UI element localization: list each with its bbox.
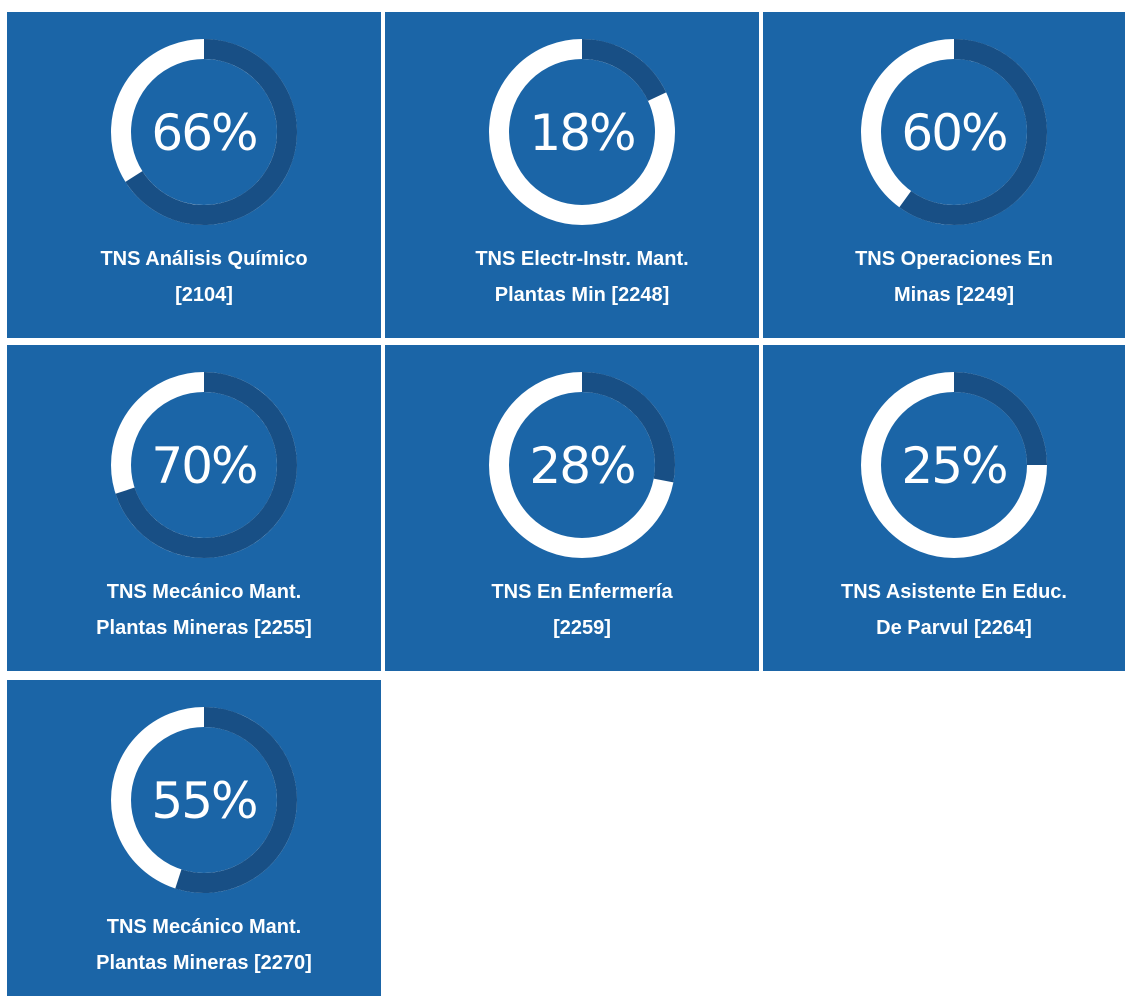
tile-label: Plantas Min [2248] [495, 284, 670, 306]
gauge-value: 28% [529, 437, 634, 495]
tile-label: [2104] [175, 284, 233, 306]
tile-label: TNS Operaciones En [855, 248, 1053, 270]
tile: 70% TNS Mecánico Mant. Plantas Mineras [22… [7, 345, 381, 671]
tile-label: Plantas Mineras [2255] [96, 617, 312, 639]
tile-label: De Parvul [2264] [876, 617, 1032, 639]
tile-background [7, 680, 381, 996]
gauge-value: 66% [151, 104, 256, 162]
tile: 28% TNS En Enfermería [2259] [385, 345, 759, 671]
tile-background [763, 345, 1125, 671]
tile-label: Plantas Mineras [2270] [96, 952, 312, 974]
tile-background [7, 12, 381, 338]
gauge-value: 70% [151, 437, 256, 495]
tile-background [7, 345, 381, 671]
tile: 18% TNS Electr-Instr. Mant. Plantas Min [2… [385, 12, 759, 338]
tile-label: TNS Electr-Instr. Mant. [475, 248, 688, 270]
gauge-arc [899, 39, 1047, 225]
tile: 60% TNS Operaciones En Minas [2249] [763, 12, 1125, 338]
gauge-arc [115, 372, 297, 558]
tile-label: [2259] [553, 617, 611, 639]
tile: 25% TNS Asistente En Educ. De Parvul [2264… [763, 345, 1125, 671]
gauge-arc [581, 372, 675, 483]
tile-label: Minas [2249] [894, 284, 1014, 306]
gauge-value: 60% [901, 104, 1006, 162]
tile-background [385, 345, 759, 671]
tile-background [385, 12, 759, 338]
tile-label: TNS Mecánico Mant. [107, 916, 301, 938]
gauge-arc [125, 39, 297, 225]
gauge-value: 18% [529, 104, 634, 162]
tile-background [763, 12, 1125, 338]
tile: 55% TNS Mecánico Mant. Plantas Mineras [22… [7, 680, 381, 996]
gauge-arc [175, 707, 297, 893]
tile: 66% TNS Análisis Químico [2104] [7, 12, 381, 338]
gauge-value: 25% [901, 437, 1006, 495]
gauge-arc [953, 372, 1047, 466]
tile-label: TNS Análisis Químico [100, 248, 307, 270]
tile-label: TNS Asistente En Educ. [841, 581, 1067, 603]
gauge-value: 55% [151, 772, 256, 830]
gauge-arc [581, 39, 667, 102]
tile-label: TNS Mecánico Mant. [107, 581, 301, 603]
tile-label: TNS En Enfermería [491, 581, 673, 603]
